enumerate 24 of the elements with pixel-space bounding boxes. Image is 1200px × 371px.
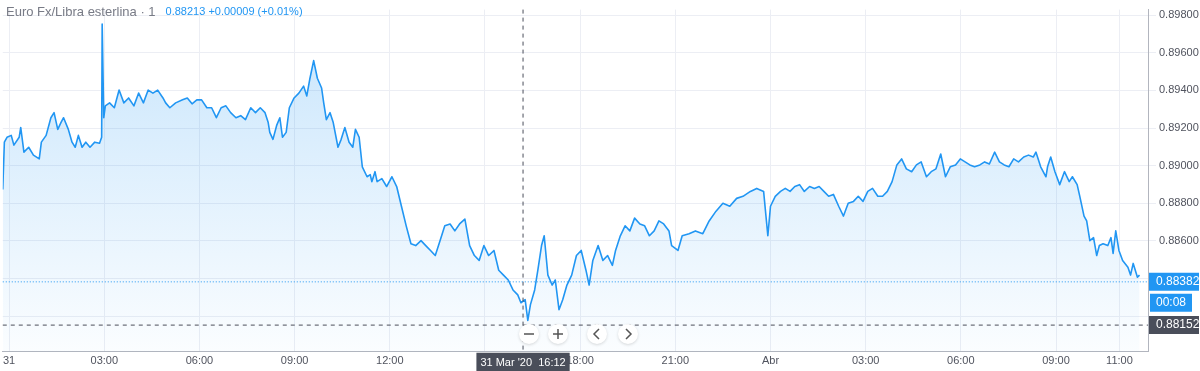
x-tick-label: 09:00 bbox=[1042, 354, 1070, 367]
y-tick-label: 0.89200 bbox=[1159, 121, 1199, 134]
x-tick-label: Abr bbox=[761, 354, 780, 367]
y-tick-label: 0.89800 bbox=[1159, 8, 1199, 21]
text: 00:08 bbox=[1155, 295, 1187, 310]
y-tick-label: 0.88600 bbox=[1159, 233, 1199, 246]
x-tick-label: 21:00 bbox=[661, 354, 690, 367]
y-tick-label: 0.89000 bbox=[1159, 158, 1199, 171]
ref-line-label: 0.88152 bbox=[1156, 317, 1200, 332]
x-tick-label: 11:00 bbox=[1106, 354, 1133, 367]
x-tick-label: 31 bbox=[2, 354, 16, 367]
y-tick-label: 0.89400 bbox=[1159, 83, 1199, 96]
x-tick-label: 06:00 bbox=[947, 354, 975, 367]
ref-line-label: 31 Mar '20 16:12 bbox=[480, 355, 566, 368]
x-tick-label: 06:00 bbox=[185, 354, 214, 367]
chart-title: Euro Fx/Libra esterlina · 1 bbox=[6, 3, 156, 19]
x-tick-label: 12:00 bbox=[376, 354, 404, 367]
x-tick-label: 03:00 bbox=[90, 354, 119, 367]
x-tick-label: 09:00 bbox=[280, 354, 309, 367]
y-tick-label: 0.88800 bbox=[1159, 196, 1199, 209]
ref-line-label: 0.88382 bbox=[1156, 274, 1200, 289]
chart-subtitle: 0.88213 +0.00009 (+0.01%) bbox=[165, 5, 303, 18]
y-tick-label: 0.89600 bbox=[1159, 45, 1199, 58]
x-tick-label: 03:00 bbox=[851, 354, 880, 367]
